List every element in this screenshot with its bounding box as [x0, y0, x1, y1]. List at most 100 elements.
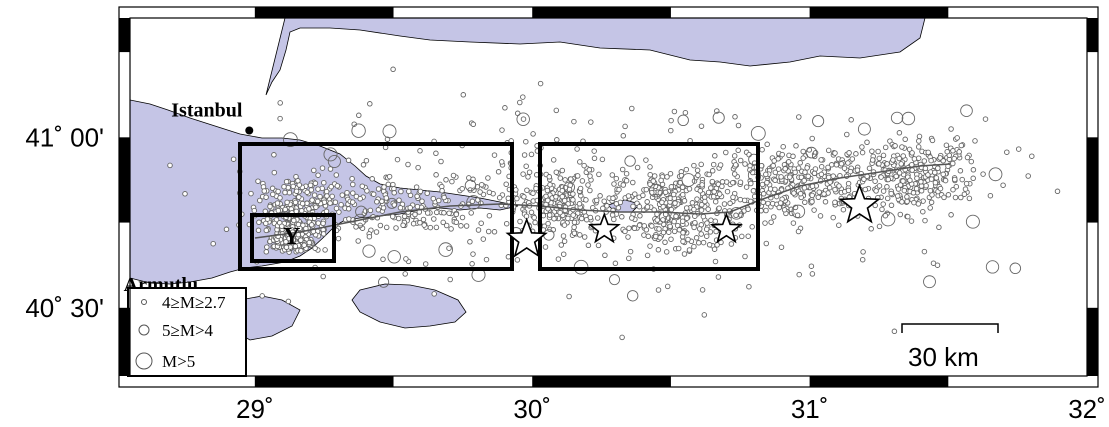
quake-dot: [884, 195, 891, 202]
quake-dot: [643, 157, 649, 163]
quake-dot: [683, 166, 690, 173]
fault-line: [254, 163, 951, 239]
quake-dot: [431, 216, 437, 222]
quake-dot: [780, 143, 786, 150]
quake-dot: [440, 219, 446, 226]
quake-dot: [338, 201, 344, 208]
quake-dot: [763, 207, 769, 214]
quake-dot: [356, 112, 362, 119]
quake-dot: [953, 183, 960, 190]
quake-dot: [745, 206, 751, 212]
quake-dot: [696, 226, 703, 232]
quake-dot-medium: [516, 112, 530, 126]
quake-dot: [611, 181, 617, 187]
quake-dot-medium: [353, 213, 367, 227]
quake-dot: [283, 178, 290, 185]
quake-dot: [271, 152, 277, 158]
quake-dot: [554, 137, 560, 143]
quake-dot: [271, 169, 278, 176]
quake-dot: [882, 212, 889, 219]
legend-label-small: 4≥M≥2.7: [162, 293, 226, 312]
quake-dot: [514, 257, 521, 263]
quake-dot: [737, 157, 744, 164]
quake-dot: [394, 156, 401, 163]
quake-dot: [709, 178, 716, 185]
quake-dot-medium: [362, 244, 376, 258]
quake-dot: [794, 212, 801, 218]
quake-dot: [860, 249, 866, 255]
quake-dot: [657, 234, 663, 241]
quake-dot: [308, 222, 315, 228]
quake-dot: [477, 189, 483, 195]
quake-dot: [449, 178, 455, 185]
quake-dot: [772, 186, 778, 193]
quake-dot: [312, 245, 318, 251]
quake-dot: [691, 206, 697, 213]
quake-dot: [619, 334, 625, 341]
quake-dot: [542, 244, 549, 250]
quake-dot: [561, 197, 568, 204]
quake-dot: [716, 191, 723, 197]
quake-dot: [731, 171, 738, 177]
quake-dot: [474, 184, 481, 190]
quake-dot: [386, 173, 393, 180]
quake-dot: [822, 199, 829, 205]
quake-dot: [770, 162, 776, 169]
quake-dot: [937, 185, 944, 192]
quake-dot: [899, 144, 905, 150]
quake-dot: [553, 107, 560, 114]
quake-dot-medium: [988, 167, 1003, 182]
quake-dot: [943, 142, 950, 148]
quake-dot: [920, 208, 926, 215]
quake-dot: [768, 219, 774, 225]
quake-dot: [667, 223, 673, 230]
quake-dot: [433, 150, 439, 157]
quake-dot-medium: [382, 124, 397, 139]
quake-dot: [904, 194, 910, 200]
quake-dot: [730, 179, 736, 186]
quake-dot: [892, 143, 898, 149]
quake-dot: [380, 256, 386, 263]
quake-dot: [550, 157, 557, 163]
quake-dot: [485, 228, 492, 235]
quake-dot: [680, 229, 686, 236]
quake-dot: [928, 157, 934, 164]
quake-dot: [103, 226, 108, 231]
quake-dot: [383, 224, 390, 231]
quake-dot: [415, 164, 421, 171]
quake-dot: [680, 238, 686, 245]
quake-dot: [503, 181, 509, 187]
quake-dot: [759, 181, 766, 188]
quake-dot: [833, 162, 840, 168]
quake-dot: [796, 271, 802, 278]
quake-dot: [395, 215, 402, 222]
quake-dot: [290, 183, 296, 190]
quake-dot: [716, 205, 722, 211]
quake-dot: [531, 214, 537, 221]
quake-dot: [647, 164, 653, 170]
quake-dot: [732, 162, 739, 168]
quake-dot: [359, 183, 366, 189]
quake-dot: [286, 235, 292, 242]
quake-dot: [293, 188, 300, 194]
quake-dot: [533, 185, 539, 192]
quake-dot: [298, 247, 304, 254]
quake-dot: [802, 169, 808, 175]
quake-dot: [861, 176, 867, 183]
quake-dot: [405, 161, 411, 168]
quake-dot: [367, 101, 373, 107]
quake-dot: [566, 293, 572, 300]
quake-dot: [787, 174, 793, 180]
quake-dot: [1015, 146, 1022, 152]
quake-dot: [417, 148, 423, 154]
quake-dot: [932, 169, 938, 176]
quake-dot: [655, 247, 662, 253]
quake-dot: [594, 215, 601, 221]
quake-dot: [558, 242, 565, 248]
quake-dot: [459, 185, 465, 192]
quake-dot: [364, 188, 370, 194]
quake-dot: [896, 130, 903, 136]
quake-dot: [748, 180, 754, 187]
quake-dot: [559, 167, 566, 174]
quake-dot-medium: [985, 260, 1000, 274]
